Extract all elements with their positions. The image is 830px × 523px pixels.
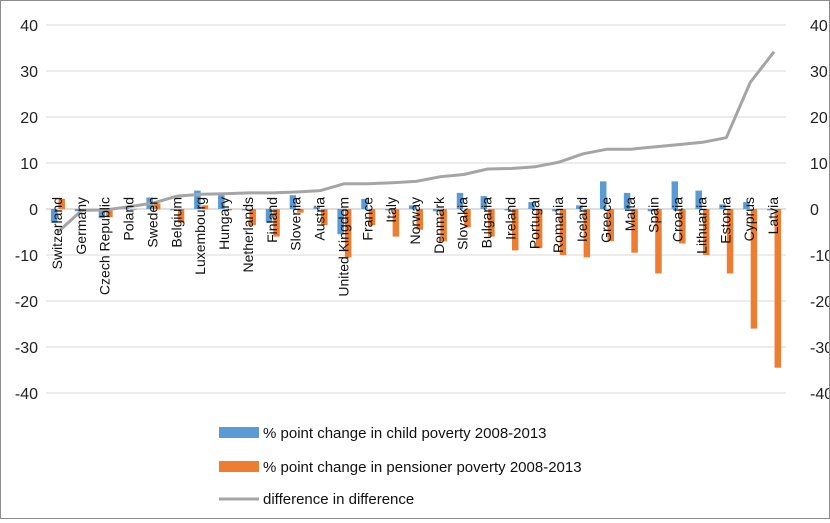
category-label: Austria — [312, 197, 328, 241]
y-tick-label-right: -40 — [810, 386, 829, 403]
legend-item-child-poverty: % point change in child poverty 2008-201… — [219, 425, 547, 442]
category-label: Spain — [646, 197, 662, 233]
category-label: Croatia — [670, 197, 686, 242]
category-label: Finland — [264, 197, 280, 243]
y-tick-label-left: 0 — [29, 202, 38, 219]
y-tick-label-right: -10 — [810, 248, 829, 265]
category-label: Estonia — [717, 197, 733, 244]
legend-item-pensioner-poverty: % point change in pensioner poverty 2008… — [219, 459, 582, 476]
category-label: Greece — [598, 197, 614, 243]
y-tick-label-left: -30 — [15, 340, 38, 357]
y-tick-label-right: 0 — [810, 202, 819, 219]
category-label: Belgium — [168, 197, 184, 248]
category-label: Hungary — [216, 197, 232, 250]
category-label: Poland — [121, 197, 137, 241]
y-tick-label-left: 30 — [20, 64, 38, 81]
category-label: Sweden — [144, 197, 160, 248]
y-axis-right: -40 -30 -20 -10 0 10 20 30 40 — [810, 18, 829, 403]
category-label: Portugal — [526, 197, 542, 249]
y-tick-label-right: -20 — [810, 294, 829, 311]
category-label: Malta — [622, 197, 638, 231]
category-label: Lithuania — [693, 197, 709, 254]
category-label: United Kingdom — [335, 197, 351, 297]
y-tick-label-right: 20 — [810, 110, 828, 127]
legend: % point change in child poverty 2008-201… — [219, 425, 582, 508]
y-tick-label-right: 40 — [810, 18, 828, 35]
category-label: Norway — [407, 197, 423, 244]
y-tick-label-left: 20 — [20, 110, 38, 127]
category-label: Slovakia — [455, 197, 471, 250]
legend-swatch-pensioner-poverty — [219, 461, 259, 472]
category-label: Luxembourg — [192, 197, 208, 275]
category-label: Italy — [383, 197, 399, 223]
y-tick-label-left: -10 — [15, 248, 38, 265]
category-label: Latvia — [765, 197, 781, 235]
category-label: Germany — [73, 197, 89, 255]
category-label: Ireland — [502, 197, 518, 240]
legend-label-child-poverty: % point change in child poverty 2008-201… — [263, 425, 547, 442]
legend-label-pensioner-poverty: % point change in pensioner poverty 2008… — [263, 459, 582, 476]
category-labels: Switzerland Germany Czech Republic Poland Sw… — [49, 196, 781, 297]
category-label: Switzerland — [49, 197, 65, 269]
category-label: Cyprus — [741, 197, 757, 241]
y-axis-left: -40 -30 -20 -10 0 10 20 30 40 — [15, 18, 38, 403]
legend-swatch-child-poverty — [219, 427, 259, 438]
y-tick-label-right: -30 — [810, 340, 829, 357]
category-label: Bulgaria — [479, 197, 495, 249]
category-label: Slovenia — [288, 197, 304, 251]
category-label: Romania — [550, 197, 566, 253]
y-tick-label-left: 10 — [20, 156, 38, 173]
y-tick-label-right: 10 — [810, 156, 828, 173]
legend-item-difference: difference in difference — [219, 491, 414, 508]
category-label: Denmark — [431, 196, 447, 254]
y-tick-label-left: -40 — [15, 386, 38, 403]
category-label: Iceland — [574, 197, 590, 242]
legend-label-difference: difference in difference — [263, 491, 414, 508]
category-label: France — [359, 197, 375, 241]
category-label: Czech Republic — [97, 197, 113, 295]
y-tick-label-left: -20 — [15, 294, 38, 311]
y-tick-label-right: 30 — [810, 64, 828, 81]
category-label: Netherlands — [240, 197, 256, 273]
y-tick-label-left: 40 — [20, 18, 38, 35]
